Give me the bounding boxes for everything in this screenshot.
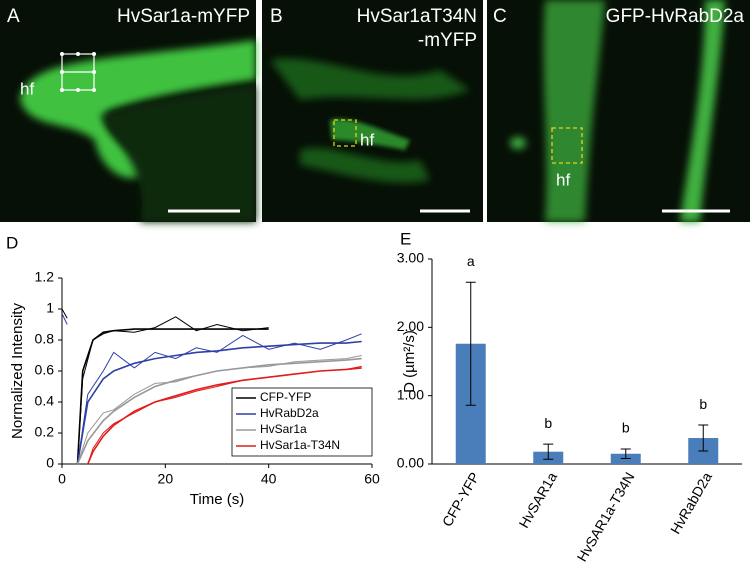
- micrograph-b: B HvSar1aT34N -mYFP hf: [262, 0, 483, 222]
- micrograph-c: C GFP-HvRabD2a hf: [487, 0, 750, 222]
- panel-letter: A: [7, 6, 20, 27]
- error-bar: [465, 281, 476, 406]
- x-tick-label: CFP-YFP: [439, 469, 483, 529]
- y-tick-label: 3.00: [397, 250, 424, 266]
- error-bar: [698, 424, 709, 452]
- panel-label: HvSar1a-mYFP: [117, 6, 250, 27]
- y-axis-label: D (µm²/s): [401, 330, 418, 393]
- x-tick-label: 60: [364, 471, 380, 487]
- annotation: b: [622, 420, 630, 436]
- error-bar: [543, 443, 554, 460]
- y-tick-label: 0.2: [35, 424, 55, 440]
- x-tick-label: HvSAR1a-T34N: [574, 469, 638, 564]
- annotation: hf: [360, 130, 374, 149]
- micrograph-a: A HvSar1a-mYFP hf: [0, 0, 256, 222]
- panel-label: HvSar1aT34N: [357, 6, 477, 27]
- x-tick-label: 20: [158, 471, 174, 487]
- legend-label: HvSar1a: [260, 422, 307, 436]
- annotation: b: [699, 396, 707, 412]
- y-tick-label: 0: [46, 455, 54, 471]
- x-tick-label: HvRabD2a: [667, 469, 715, 536]
- legend-box: [231, 387, 373, 457]
- y-tick-label: 1: [46, 300, 54, 316]
- y-tick-label: 1.00: [397, 386, 424, 402]
- x-tick-label: 0: [58, 471, 66, 487]
- x-tick-label: 40: [261, 471, 277, 487]
- panel-label: -mYFP: [418, 30, 477, 51]
- y-tick-label: 1.2: [35, 269, 55, 285]
- fit-line: [76, 328, 269, 465]
- fit-line: [76, 357, 362, 465]
- x-axis-label: Time (s): [190, 491, 244, 508]
- fit-line: [87, 367, 362, 465]
- fit-line: [76, 340, 362, 465]
- legend-label: CFP-YFP: [260, 390, 311, 404]
- panel-letter: B: [270, 6, 283, 27]
- panel-letter: E: [400, 229, 411, 248]
- y-axis-label: Normalized Intensity: [9, 303, 26, 439]
- annotation: hf: [556, 170, 570, 189]
- annotation: b: [544, 415, 552, 431]
- legend-label: HvSar1a-T34N: [260, 438, 340, 452]
- panel-letter: D: [6, 233, 18, 252]
- annotation: a: [467, 253, 475, 269]
- y-tick-label: 0.8: [35, 331, 55, 347]
- y-tick-label: 0.00: [397, 455, 424, 471]
- data-line: [61, 313, 362, 465]
- y-tick-label: 2.00: [397, 318, 424, 334]
- error-bar: [620, 448, 631, 460]
- y-tick-label: 0.6: [35, 362, 55, 378]
- y-tick-label: 0.4: [35, 393, 55, 409]
- legend-label: HvRabD2a: [260, 406, 319, 420]
- annotation: hf: [20, 79, 34, 98]
- x-tick-label: HvSAR1a: [515, 469, 560, 530]
- panel-label: GFP-HvRabD2a: [606, 6, 745, 27]
- panel-letter: C: [493, 6, 507, 27]
